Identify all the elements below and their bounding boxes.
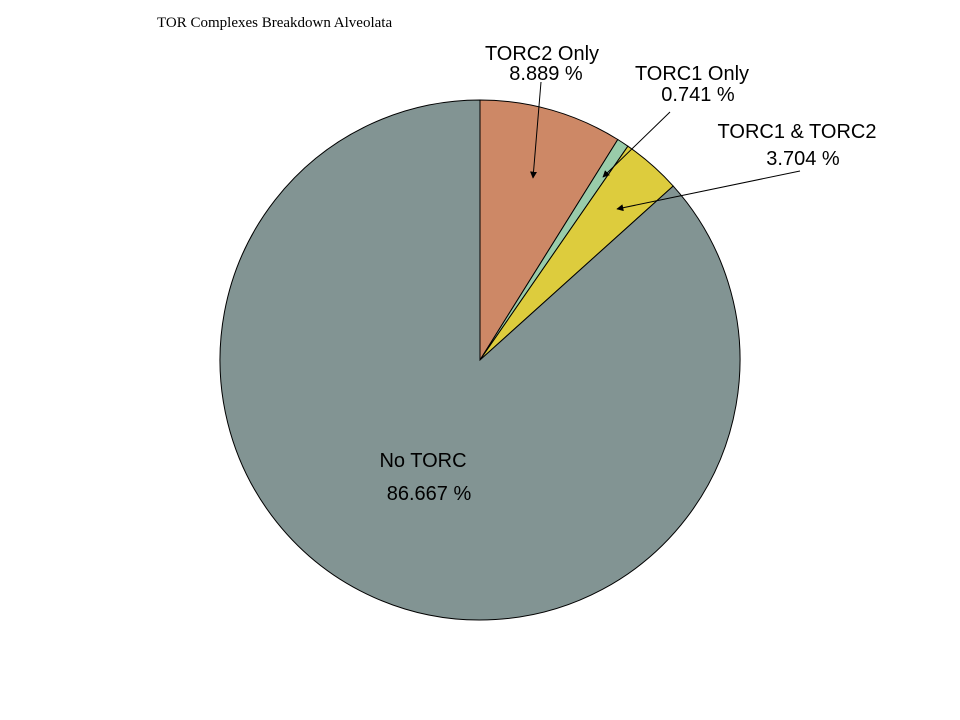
slice-value-torc2-only: 8.889 % bbox=[509, 63, 583, 85]
pie-slice-torc2-only bbox=[479, 99, 619, 362]
leader-arrow-torc1-only bbox=[602, 111, 671, 178]
slice-label-torc1-torc2: TORC1 & TORC2 bbox=[718, 121, 877, 143]
slice-label-no-torc: No TORC bbox=[379, 450, 466, 472]
leader-arrow-torc2-only bbox=[530, 81, 542, 179]
chart-title: TOR Complexes Breakdown Alveolata bbox=[157, 15, 392, 31]
slice-label-torc1-only: TORC1 Only bbox=[635, 63, 749, 85]
slice-value-no-torc: 86.667 % bbox=[387, 483, 472, 505]
leader-arrow-torc1-torc2 bbox=[616, 170, 801, 212]
pie-slice-no-torc bbox=[219, 99, 741, 621]
slice-value-torc1-torc2: 3.704 % bbox=[766, 148, 840, 170]
slice-value-torc1-only: 0.741 % bbox=[661, 84, 735, 106]
slice-label-torc2-only: TORC2 Only bbox=[485, 43, 599, 65]
slices-layer bbox=[219, 99, 741, 621]
